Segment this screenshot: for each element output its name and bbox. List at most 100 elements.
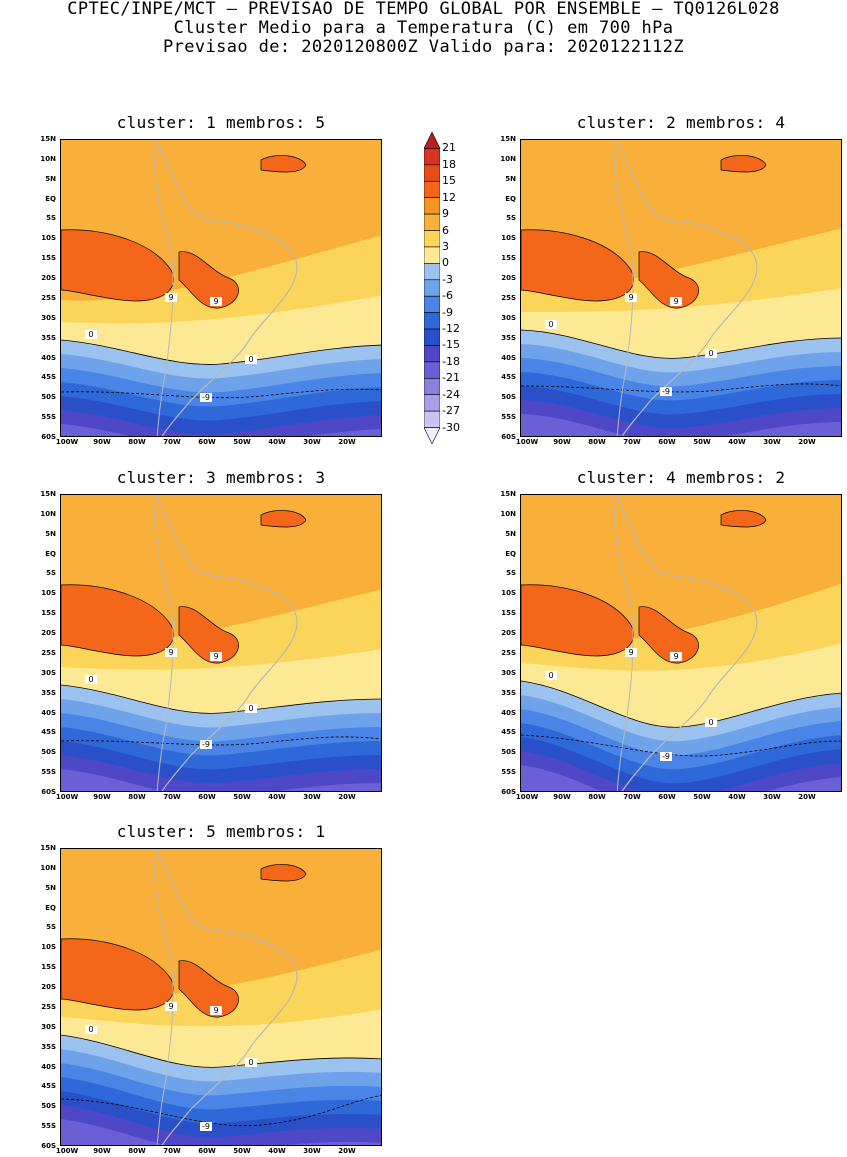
colorbar-swatch bbox=[424, 132, 440, 149]
page-header: CPTEC/INPE/MCT – PREVISAO DE TEMPO GLOBA… bbox=[0, 0, 847, 57]
panel-title-cluster-3: cluster: 3 membros: 3 bbox=[116, 468, 326, 487]
lat-tick-label: 55S bbox=[41, 768, 56, 777]
warm-core-3 bbox=[260, 510, 307, 528]
lat-tick-label: 60S bbox=[41, 1142, 56, 1150]
colorbar-swatch bbox=[424, 361, 440, 379]
lat-tick-label: 50S bbox=[41, 748, 56, 757]
lat-tick-label: 5S bbox=[46, 214, 56, 223]
contour-label-0b: 0 bbox=[245, 355, 257, 364]
colorbar-label: 18 bbox=[442, 157, 456, 171]
lon-tick-label: 40W bbox=[268, 793, 286, 801]
lat-tick-label: 5N bbox=[45, 529, 56, 538]
svg-text:0: 0 bbox=[708, 718, 713, 727]
lat-tick-label: 10N bbox=[500, 154, 516, 163]
temperature-map-cluster-1: 9 9 0 0 -9 bbox=[60, 139, 382, 437]
warm-core-1 bbox=[521, 584, 634, 657]
lat-tick-label: 10N bbox=[40, 509, 56, 518]
coastline bbox=[155, 140, 298, 436]
lat-tick-label: 25S bbox=[41, 1002, 56, 1011]
cold-band-7 bbox=[61, 1119, 381, 1145]
colorbar-swatch bbox=[424, 312, 440, 330]
lat-tick-label: 15S bbox=[41, 963, 56, 972]
map-canvas: 9 9 0 0 -9 bbox=[61, 140, 381, 436]
lon-tick-label: 60W bbox=[198, 438, 216, 446]
lat-tick-label: 40S bbox=[41, 353, 56, 362]
lon-tick-label: 30W bbox=[303, 1147, 321, 1155]
colorbar-swatch bbox=[424, 394, 440, 412]
lon-tick-label: 90W bbox=[93, 1147, 111, 1155]
cold-band-6 bbox=[521, 400, 841, 436]
lon-tick-label: 70W bbox=[163, 793, 181, 801]
lat-tick-label: 45S bbox=[501, 373, 516, 382]
lat-tick-label: 25S bbox=[41, 293, 56, 302]
lon-tick-label: 30W bbox=[303, 793, 321, 801]
colorbar-swatch bbox=[424, 328, 440, 346]
minus-nine-contour bbox=[61, 736, 381, 746]
contour-label-9b: 9 bbox=[210, 652, 222, 661]
lon-tick-label: 40W bbox=[728, 438, 746, 446]
warm-core-2 bbox=[178, 251, 239, 309]
lon-tick-label: 70W bbox=[163, 1147, 181, 1155]
header-subtitle: Cluster Medio para a Temperatura (C) em … bbox=[173, 18, 674, 38]
lat-tick-label: 55S bbox=[501, 768, 516, 777]
lon-tick-label: 80W bbox=[128, 793, 146, 801]
lon-tick-label: 60W bbox=[198, 1147, 216, 1155]
lat-tick-label: 20S bbox=[501, 274, 516, 283]
lat-tick-label: 40S bbox=[501, 353, 516, 362]
lat-tick-label: 5N bbox=[505, 174, 516, 183]
lat-tick-label: 15N bbox=[500, 490, 516, 498]
lon-tick-label: 70W bbox=[623, 793, 641, 801]
lat-tick-label: 60S bbox=[41, 433, 56, 441]
svg-text:9: 9 bbox=[213, 652, 218, 661]
coastline bbox=[155, 849, 298, 1145]
lon-tick-label: 80W bbox=[128, 438, 146, 446]
colorbar-label: -21 bbox=[442, 371, 460, 385]
lat-tick-label: 40S bbox=[41, 708, 56, 717]
lat-tick-label: EQ bbox=[45, 194, 56, 203]
map-canvas: 9 9 0 0 -9 bbox=[61, 849, 381, 1145]
minus-nine-contour bbox=[521, 734, 841, 757]
lat-tick-label: 15S bbox=[41, 254, 56, 263]
colorbar-label: 15 bbox=[442, 174, 456, 188]
warm-core-3 bbox=[260, 864, 307, 882]
lon-tick-label: 30W bbox=[763, 438, 781, 446]
lat-tick-label: 50S bbox=[41, 393, 56, 402]
lat-tick-label: 30S bbox=[501, 668, 516, 677]
lat-tick-label: 45S bbox=[41, 728, 56, 737]
colorbar-label: -30 bbox=[442, 420, 460, 434]
lon-tick-label: 90W bbox=[93, 438, 111, 446]
lat-tick-label: 15N bbox=[40, 490, 56, 498]
contour-label-0: 0 bbox=[85, 330, 97, 339]
temperature-map-cluster-2: 9 9 0 0 -9 bbox=[520, 139, 842, 437]
svg-text:0: 0 bbox=[248, 355, 253, 364]
warm-core-2 bbox=[638, 251, 699, 309]
lon-tick-label: 20W bbox=[338, 793, 356, 801]
lat-tick-label: 10N bbox=[40, 863, 56, 872]
svg-text:9: 9 bbox=[168, 293, 173, 302]
map-canvas: 9 9 0 0 -9 bbox=[521, 495, 841, 791]
colorbar-label: -24 bbox=[442, 387, 460, 401]
lat-tick-label: 25S bbox=[501, 648, 516, 657]
lat-tick-label: 60S bbox=[501, 788, 516, 796]
colorbar-label: 12 bbox=[442, 190, 456, 204]
lat-tick-label: 15N bbox=[40, 135, 56, 143]
svg-text:-9: -9 bbox=[662, 387, 670, 396]
warm-core-2 bbox=[178, 960, 239, 1018]
lat-tick-label: 30S bbox=[41, 668, 56, 677]
lon-tick-label: 30W bbox=[303, 438, 321, 446]
lat-tick-label: 20S bbox=[41, 629, 56, 638]
zero-contour bbox=[61, 1034, 381, 1068]
lat-tick-label: 55S bbox=[41, 413, 56, 422]
colorbar-swatch bbox=[424, 295, 440, 313]
lat-tick-label: 10S bbox=[41, 234, 56, 243]
svg-text:-9: -9 bbox=[202, 740, 210, 749]
coastline bbox=[155, 495, 298, 791]
lon-tick-label: 50W bbox=[693, 793, 711, 801]
lon-tick-label: 40W bbox=[268, 1147, 286, 1155]
contour-label-9: 9 bbox=[625, 293, 637, 302]
lat-tick-label: 10S bbox=[501, 589, 516, 598]
lat-tick-label: 35S bbox=[41, 333, 56, 342]
lat-tick-label: 50S bbox=[501, 393, 516, 402]
contour-label-9b: 9 bbox=[210, 1006, 222, 1015]
colorbar-swatch bbox=[424, 148, 440, 166]
